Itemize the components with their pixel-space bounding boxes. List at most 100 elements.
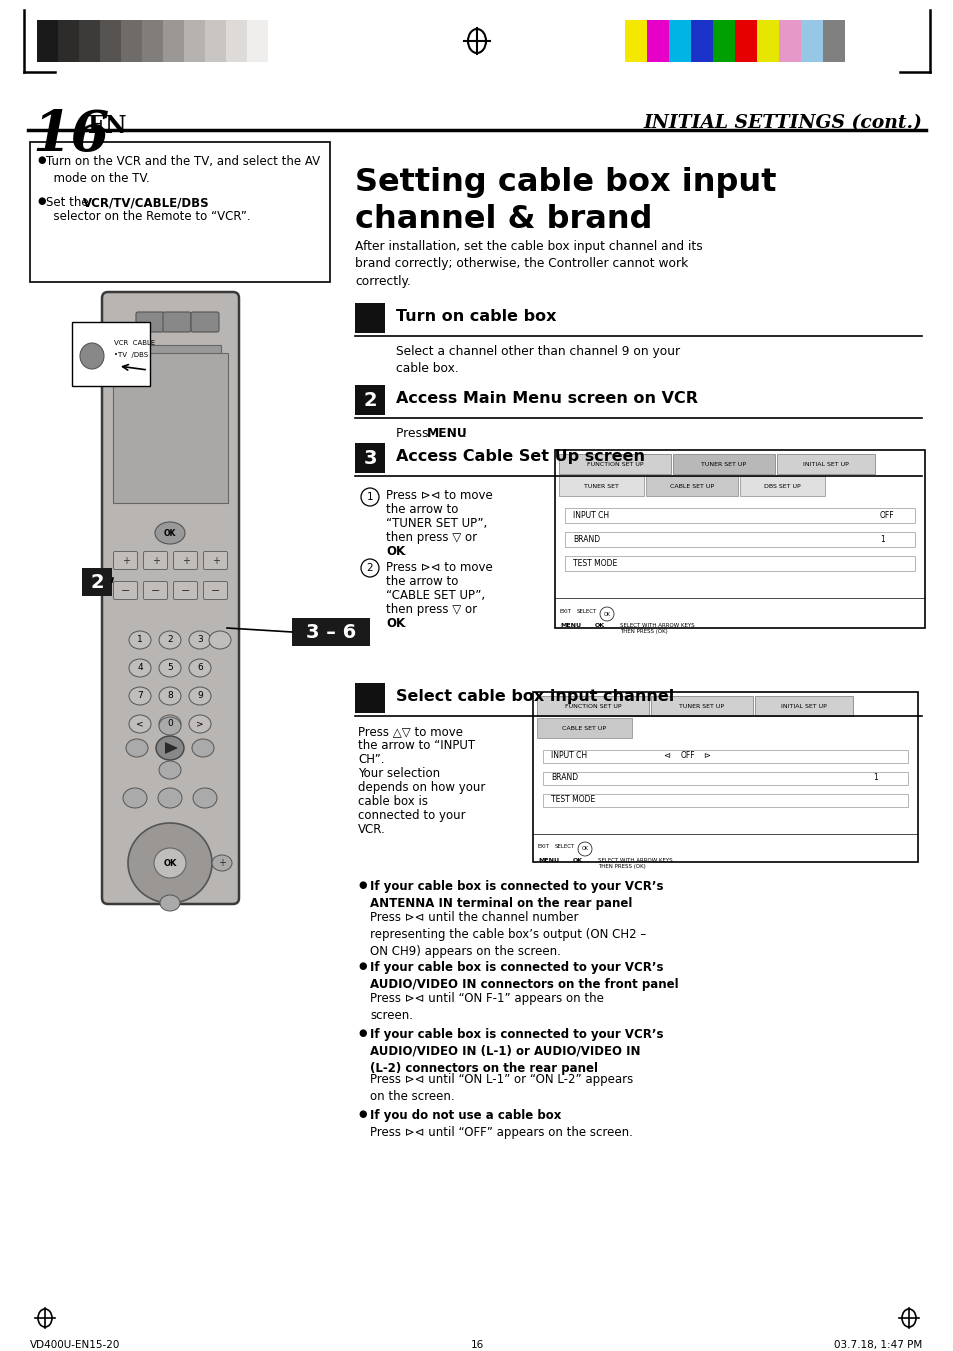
Bar [142, 20, 163, 62]
FancyBboxPatch shape [203, 581, 227, 600]
Text: >: > [196, 720, 204, 728]
Text: SELECT: SELECT [577, 609, 597, 613]
Bar [537, 717, 631, 738]
Text: 2: 2 [91, 573, 104, 592]
Text: OFF: OFF [879, 511, 894, 520]
Text: If your cable box is connected to your VCR’s
AUDIO/VIDEO IN connectors on the fr: If your cable box is connected to your V… [370, 961, 678, 992]
Bar [120, 358, 221, 370]
Bar [564, 508, 914, 523]
Text: 3 – 6: 3 – 6 [306, 623, 355, 642]
Text: INPUT CH: INPUT CH [573, 511, 608, 520]
Bar [268, 20, 289, 62]
Text: the arrow to “INPUT: the arrow to “INPUT [357, 739, 475, 753]
Text: TUNER SET UP: TUNER SET UP [679, 704, 723, 708]
FancyBboxPatch shape [113, 581, 137, 600]
Ellipse shape [129, 631, 151, 648]
Ellipse shape [189, 715, 211, 734]
Text: OK: OK [603, 612, 610, 616]
Bar [292, 617, 370, 646]
Bar [121, 20, 142, 62]
Text: then press ▽ or: then press ▽ or [386, 531, 476, 544]
Bar [100, 20, 121, 62]
Text: +: + [212, 557, 220, 566]
Text: TUNER SET: TUNER SET [583, 484, 618, 489]
Text: Your selection: Your selection [357, 767, 439, 780]
FancyBboxPatch shape [203, 551, 227, 570]
Text: CABLE SET UP: CABLE SET UP [669, 484, 713, 489]
Text: −: − [212, 586, 220, 596]
Ellipse shape [160, 894, 180, 911]
Bar [801, 20, 822, 62]
Ellipse shape [80, 343, 104, 369]
Bar [120, 345, 221, 403]
Text: −: − [121, 586, 131, 596]
Text: Turn on the VCR and the TV, and select the AV
  mode on the TV.: Turn on the VCR and the TV, and select t… [46, 155, 320, 185]
Text: VCR/TV/CABLE/DBS: VCR/TV/CABLE/DBS [83, 196, 210, 209]
Ellipse shape [193, 788, 216, 808]
Text: EXIT: EXIT [537, 844, 550, 848]
Text: MENU: MENU [559, 623, 580, 628]
Bar [542, 750, 907, 763]
Text: MENU: MENU [537, 858, 558, 863]
Ellipse shape [153, 848, 186, 878]
Text: “TUNER SET UP”,: “TUNER SET UP”, [386, 517, 487, 530]
Ellipse shape [159, 631, 181, 648]
Bar [30, 142, 330, 282]
Bar [740, 476, 824, 496]
Text: +: + [182, 557, 190, 566]
Text: If your cable box is connected to your VCR’s
AUDIO/VIDEO IN (L-1) or AUDIO/VIDEO: If your cable box is connected to your V… [370, 1028, 662, 1075]
Text: 1: 1 [366, 492, 373, 503]
Text: INITIAL SET UP: INITIAL SET UP [781, 704, 826, 708]
Text: cable box is: cable box is [357, 794, 428, 808]
Text: SELECT: SELECT [555, 844, 575, 848]
FancyBboxPatch shape [163, 312, 191, 332]
Bar [690, 20, 712, 62]
Text: 1: 1 [137, 635, 143, 644]
Text: INITIAL SETTINGS (cont.): INITIAL SETTINGS (cont.) [642, 113, 921, 132]
Text: 3: 3 [197, 635, 203, 644]
Text: 3: 3 [363, 449, 376, 467]
Text: Setting cable box input
channel & brand: Setting cable box input channel & brand [355, 168, 776, 235]
Bar [776, 454, 874, 474]
Text: 6: 6 [197, 663, 203, 673]
Text: .: . [402, 544, 406, 558]
Bar [558, 454, 670, 474]
Text: OFF: OFF [680, 751, 695, 761]
Text: SELECT WITH ARROW KEYS
THEN PRESS (OK): SELECT WITH ARROW KEYS THEN PRESS (OK) [619, 623, 694, 634]
Text: Press: Press [395, 427, 432, 440]
Ellipse shape [209, 631, 231, 648]
Text: FUNCTION SET UP: FUNCTION SET UP [564, 704, 620, 708]
Text: Select cable box input channel: Select cable box input channel [395, 689, 674, 704]
Text: Press ⊳⊲ to move: Press ⊳⊲ to move [386, 561, 493, 574]
Text: Press ⊳⊲ until “OFF” appears on the screen.: Press ⊳⊲ until “OFF” appears on the scre… [370, 1125, 632, 1139]
Bar [555, 450, 924, 628]
FancyBboxPatch shape [173, 581, 197, 600]
Ellipse shape [192, 739, 213, 757]
Bar [650, 696, 752, 716]
Text: 2: 2 [167, 635, 172, 644]
Ellipse shape [159, 688, 181, 705]
FancyBboxPatch shape [136, 312, 164, 332]
Bar [754, 696, 852, 716]
Bar [564, 557, 914, 571]
Text: OK: OK [386, 544, 405, 558]
Text: depends on how your: depends on how your [357, 781, 485, 794]
Text: the arrow to: the arrow to [386, 503, 457, 516]
Text: MENU: MENU [427, 427, 467, 440]
Bar [668, 20, 690, 62]
Text: OK: OK [581, 847, 588, 851]
Text: +: + [218, 858, 226, 867]
Bar [355, 385, 385, 415]
Bar [82, 567, 112, 596]
Bar [558, 476, 643, 496]
Text: ●: ● [37, 196, 46, 205]
Text: 16: 16 [470, 1340, 483, 1350]
Bar [734, 20, 757, 62]
Text: BRAND: BRAND [551, 774, 578, 782]
Text: ●: ● [357, 1109, 366, 1119]
Text: Press ⊳⊲ until “ON F-1” appears on the
screen.: Press ⊳⊲ until “ON F-1” appears on the s… [370, 992, 603, 1021]
Ellipse shape [154, 521, 185, 544]
Bar [542, 771, 907, 785]
Bar [822, 20, 844, 62]
Text: 16: 16 [32, 108, 110, 163]
